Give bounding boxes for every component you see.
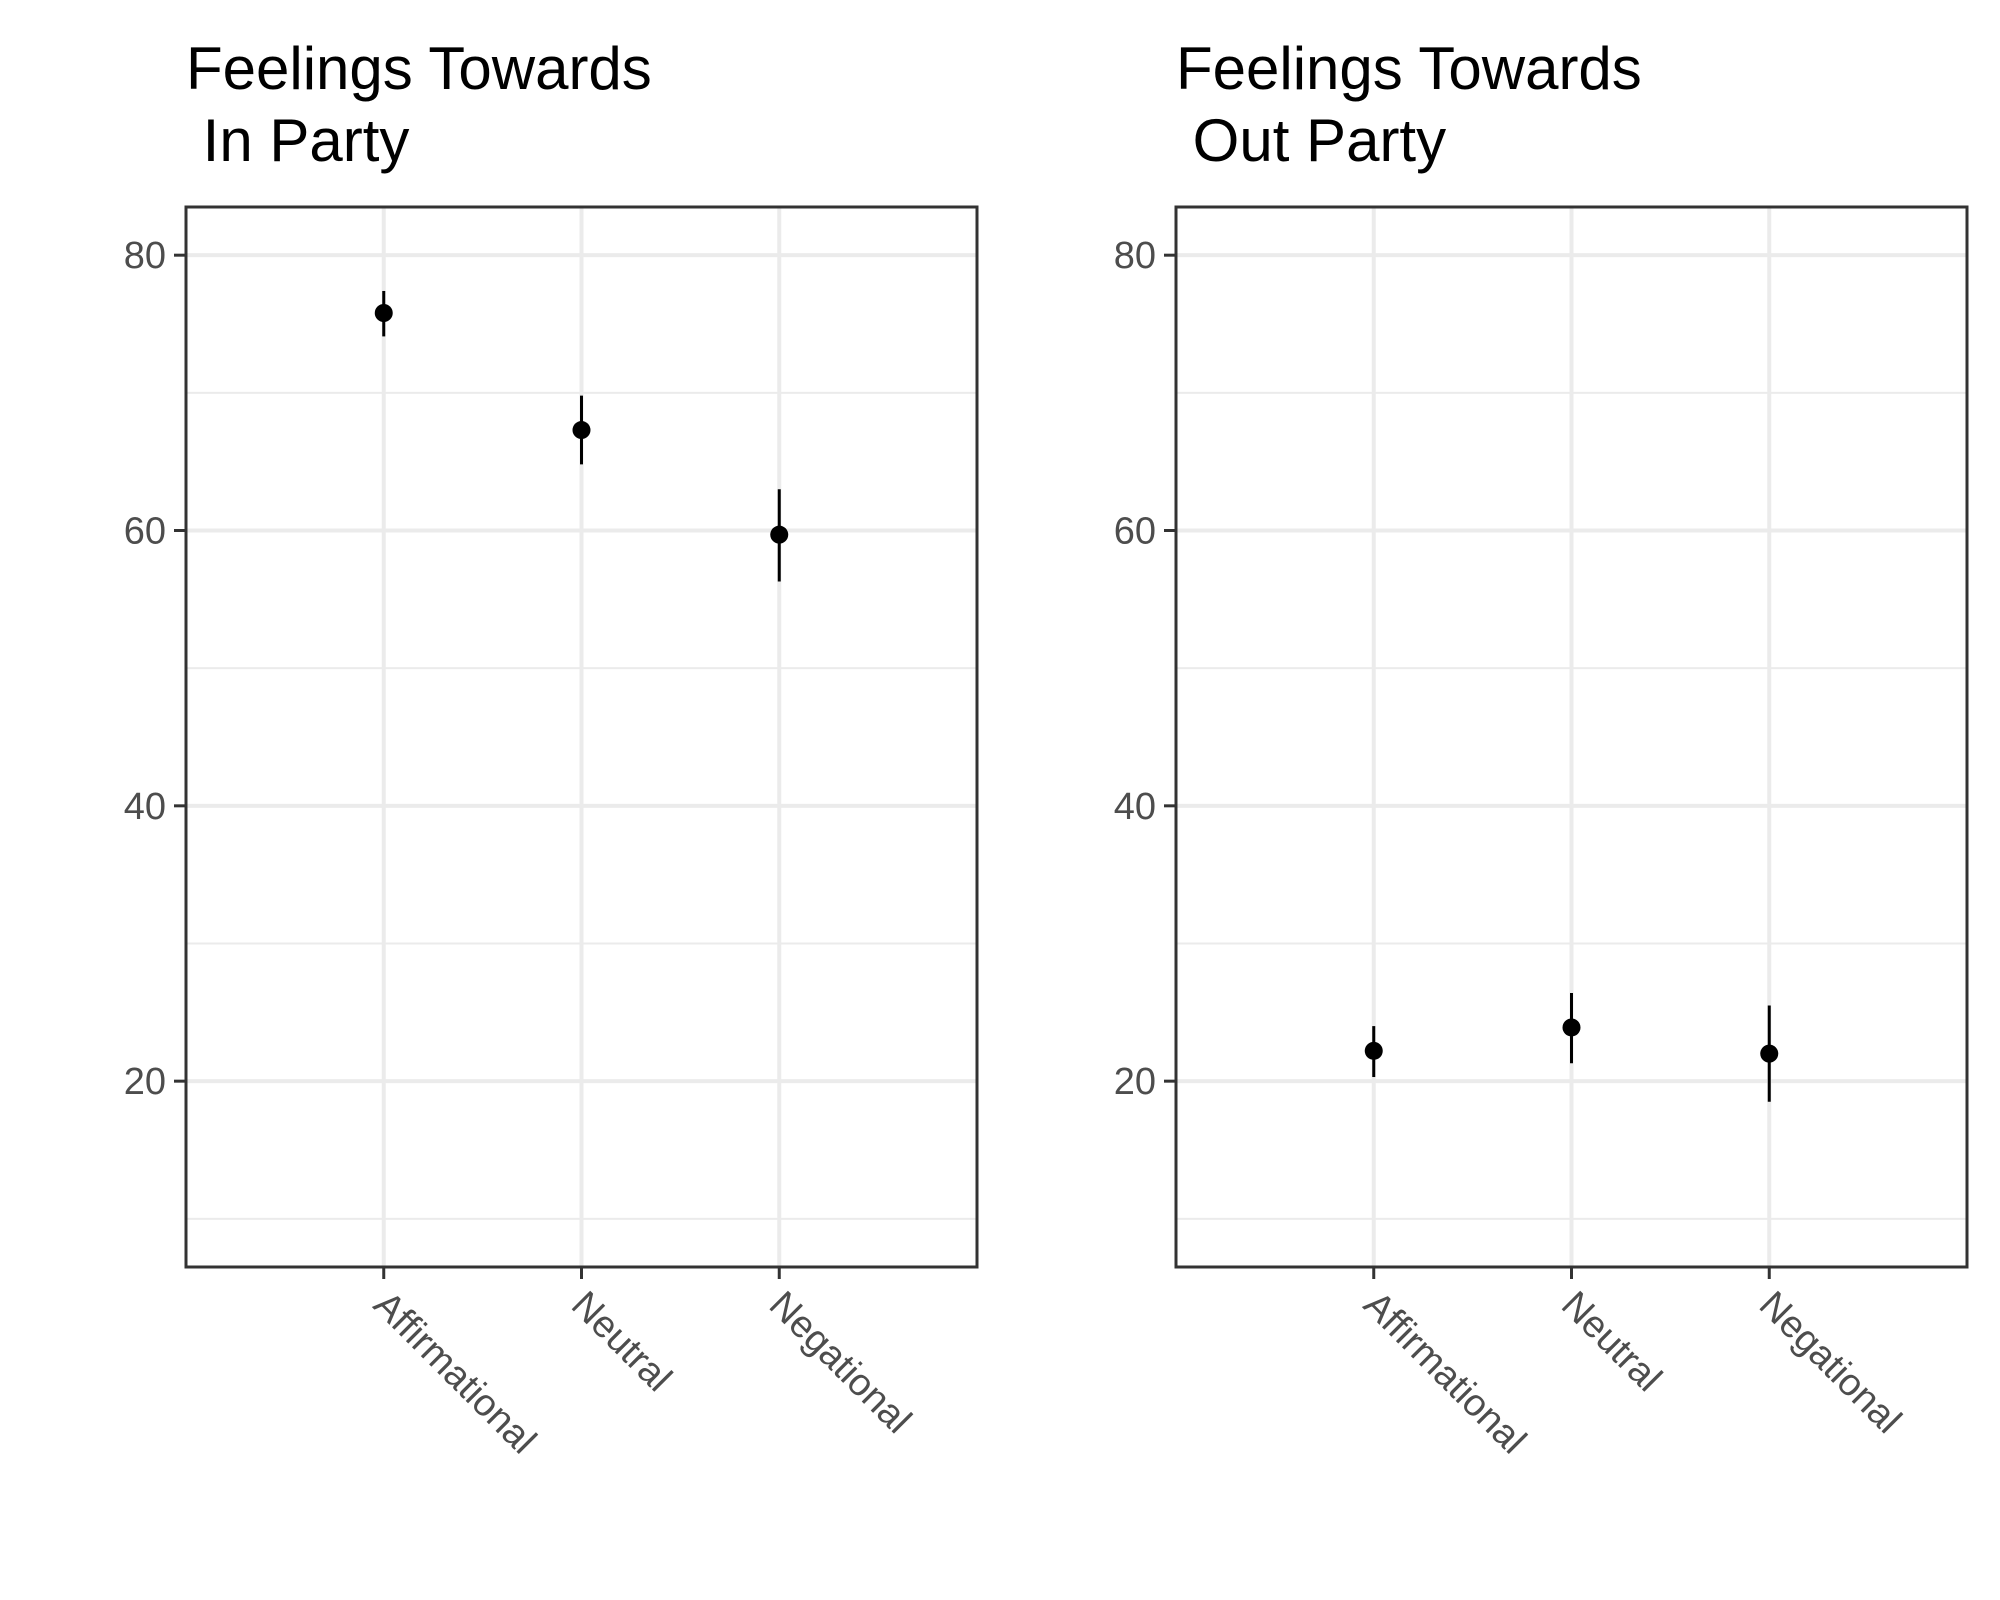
panel-in-party: Feelings Towards In Party 20 40 60 80 Affirma…	[124, 35, 979, 1463]
y-tick-label: 20	[124, 1061, 166, 1103]
y-tick-label: 80	[124, 235, 166, 277]
x-tick-label: Neutral	[563, 1284, 679, 1400]
panel-title-line: In Party	[186, 107, 409, 174]
panel-title-line: Out Party	[1176, 107, 1446, 174]
x-tick-label: Negational	[761, 1284, 919, 1442]
data-point	[770, 525, 789, 544]
data-point	[1760, 1044, 1779, 1063]
data-point	[572, 421, 591, 440]
x-tick-label: Affirmational	[365, 1284, 544, 1463]
panel-out-party: Feelings Towards Out Party 20 40 60 80 Affirm…	[1114, 35, 1969, 1463]
y-tick-label: 40	[1114, 786, 1156, 828]
y-tick-label: 80	[1114, 235, 1156, 277]
panel-title: Feelings Towards In Party	[186, 35, 652, 174]
y-tick-label: 60	[1114, 511, 1156, 553]
x-tick-label: Negational	[1751, 1284, 1909, 1442]
y-tick-label: 20	[1114, 1061, 1156, 1103]
y-tick-label: 40	[124, 786, 166, 828]
panel-title: Feelings Towards Out Party	[1176, 35, 1642, 174]
panel-title-line: Feelings Towards	[186, 35, 652, 102]
data-point	[374, 304, 393, 322]
y-tick-label: 60	[124, 511, 166, 553]
x-tick-label: Affirmational	[1355, 1284, 1534, 1463]
data-point	[1562, 1018, 1581, 1037]
data-point	[1364, 1041, 1383, 1060]
x-tick-label: Neutral	[1553, 1284, 1669, 1400]
panel-title-line: Feelings Towards	[1176, 35, 1642, 102]
